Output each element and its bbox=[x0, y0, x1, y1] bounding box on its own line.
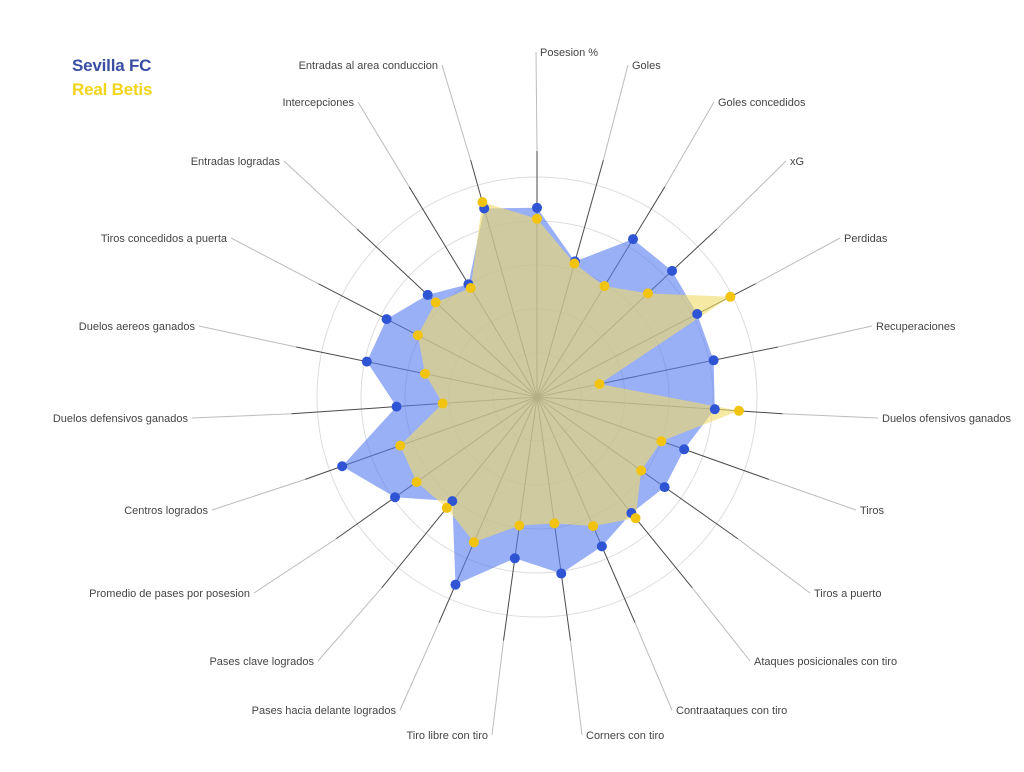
series-1-point-16 bbox=[390, 492, 401, 503]
axis-label-16: Promedio de pases por posesion bbox=[89, 588, 250, 600]
series-1-point-20 bbox=[381, 314, 392, 325]
series-1-point-5 bbox=[692, 309, 703, 320]
leader-line-22 bbox=[357, 101, 410, 188]
axis-label-6: Recuperaciones bbox=[876, 321, 956, 333]
axis-label-15: Pases clave logrados bbox=[209, 656, 314, 668]
axis-label-23: Entradas al area conduccion bbox=[299, 60, 438, 72]
leader-line-18 bbox=[191, 413, 292, 419]
axis-label-20: Tiros concedidos a puerta bbox=[101, 233, 228, 245]
leader-line-11 bbox=[634, 622, 673, 711]
series-1-point-12 bbox=[556, 568, 567, 579]
axis-label-11: Contraataques con tiro bbox=[676, 705, 787, 717]
leader-line-15 bbox=[317, 587, 383, 662]
series-1-point-7 bbox=[709, 404, 720, 415]
leader-line-12 bbox=[570, 640, 583, 736]
axis-label-5: Perdidas bbox=[844, 233, 888, 245]
axis-label-9: Tiros a puerto bbox=[814, 588, 881, 600]
axis-label-21: Entradas logradas bbox=[191, 156, 281, 168]
series-2-point-2 bbox=[569, 258, 580, 269]
axis-label-8: Tiros bbox=[860, 505, 885, 517]
series-1-point-6 bbox=[708, 355, 719, 366]
series-1-point-1 bbox=[532, 202, 542, 213]
leader-line-17 bbox=[211, 478, 306, 511]
series-area-2 bbox=[400, 202, 739, 543]
series-2-point-20 bbox=[412, 330, 423, 341]
series-2-point-14 bbox=[468, 537, 479, 548]
leader-line-2 bbox=[602, 64, 629, 161]
axis-label-14: Pases hacia delante logrados bbox=[252, 705, 397, 717]
axis-label-3: Goles concedidos bbox=[718, 97, 806, 109]
series-1-point-21 bbox=[422, 289, 433, 300]
series-2-point-10 bbox=[630, 513, 641, 524]
series-2-point-8 bbox=[656, 436, 667, 447]
axis-label-19: Duelos aereos ganados bbox=[79, 321, 196, 333]
series-1-point-14 bbox=[450, 579, 461, 590]
axis-label-2: Goles bbox=[632, 60, 661, 72]
leader-line-13 bbox=[491, 640, 504, 736]
leader-line-7 bbox=[782, 413, 879, 419]
series-2-point-22 bbox=[465, 282, 476, 293]
legend-item-betis: Real Betis bbox=[72, 80, 153, 99]
axis-label-13: Tiro libre con tiro bbox=[406, 730, 488, 742]
series-1-point-19 bbox=[361, 356, 372, 367]
axis-label-1: Posesion % bbox=[540, 47, 598, 59]
series-2-point-21 bbox=[430, 297, 441, 308]
series-2-point-13 bbox=[514, 520, 525, 531]
series-1-point-3 bbox=[628, 234, 639, 245]
leader-line-21 bbox=[283, 160, 358, 230]
series-2-point-3 bbox=[599, 281, 610, 292]
chart-legend: Sevilla FC Real Betis bbox=[72, 54, 152, 102]
series-1-point-11 bbox=[596, 541, 607, 552]
leader-line-10 bbox=[691, 587, 751, 662]
series-2-point-5 bbox=[725, 291, 736, 302]
legend-item-sevilla: Sevilla FC bbox=[72, 56, 152, 75]
leader-line-9 bbox=[737, 538, 811, 594]
series-2-point-9 bbox=[636, 465, 647, 476]
axis-label-17: Centros logrados bbox=[124, 505, 208, 517]
series-2-point-7 bbox=[733, 405, 744, 416]
axis-labels: Posesion % Goles Goles concedidos xG Perdida… bbox=[53, 47, 1012, 742]
series-1-point-17 bbox=[337, 461, 348, 472]
series-2-point-1 bbox=[532, 213, 542, 224]
series-2-point-23 bbox=[477, 197, 488, 208]
series-2-point-19 bbox=[419, 368, 430, 379]
series-1-point-8 bbox=[679, 444, 690, 455]
series-1-point-15 bbox=[447, 496, 458, 507]
leader-line-4 bbox=[716, 160, 787, 230]
axis-label-12: Corners con tiro bbox=[586, 730, 664, 742]
series-2-point-12 bbox=[549, 518, 560, 529]
axis-label-22: Intercepciones bbox=[282, 97, 354, 109]
leader-line-1 bbox=[535, 51, 538, 152]
series-1-point-4 bbox=[667, 265, 678, 276]
axis-label-18: Duelos defensivos ganados bbox=[53, 413, 189, 425]
series-2-point-6 bbox=[594, 379, 605, 390]
leader-line-3 bbox=[664, 101, 715, 188]
leader-line-6 bbox=[777, 325, 873, 348]
markers bbox=[337, 197, 744, 590]
leader-line-23 bbox=[441, 64, 472, 161]
leader-line-16 bbox=[253, 538, 337, 594]
axis-label-4: xG bbox=[790, 156, 804, 168]
axis-label-10: Ataques posicionales con tiro bbox=[754, 656, 897, 668]
series-2-point-4 bbox=[642, 288, 653, 299]
leader-line-14 bbox=[399, 622, 440, 711]
series-2-point-18 bbox=[437, 398, 448, 409]
axis-label-7: Duelos ofensivos ganados bbox=[882, 413, 1012, 425]
series-1-point-9 bbox=[659, 482, 670, 493]
leader-line-19 bbox=[198, 325, 297, 348]
series-2-point-15 bbox=[441, 502, 452, 513]
leader-line-8 bbox=[768, 478, 857, 511]
series-2-point-17 bbox=[395, 440, 406, 451]
series-2-point-11 bbox=[588, 521, 599, 532]
series-1-point-13 bbox=[509, 553, 520, 564]
leader-line-20 bbox=[230, 237, 319, 285]
series-2-point-16 bbox=[411, 477, 422, 488]
leader-line-5 bbox=[755, 237, 841, 285]
series bbox=[342, 202, 739, 585]
series-1-point-18 bbox=[391, 401, 402, 412]
